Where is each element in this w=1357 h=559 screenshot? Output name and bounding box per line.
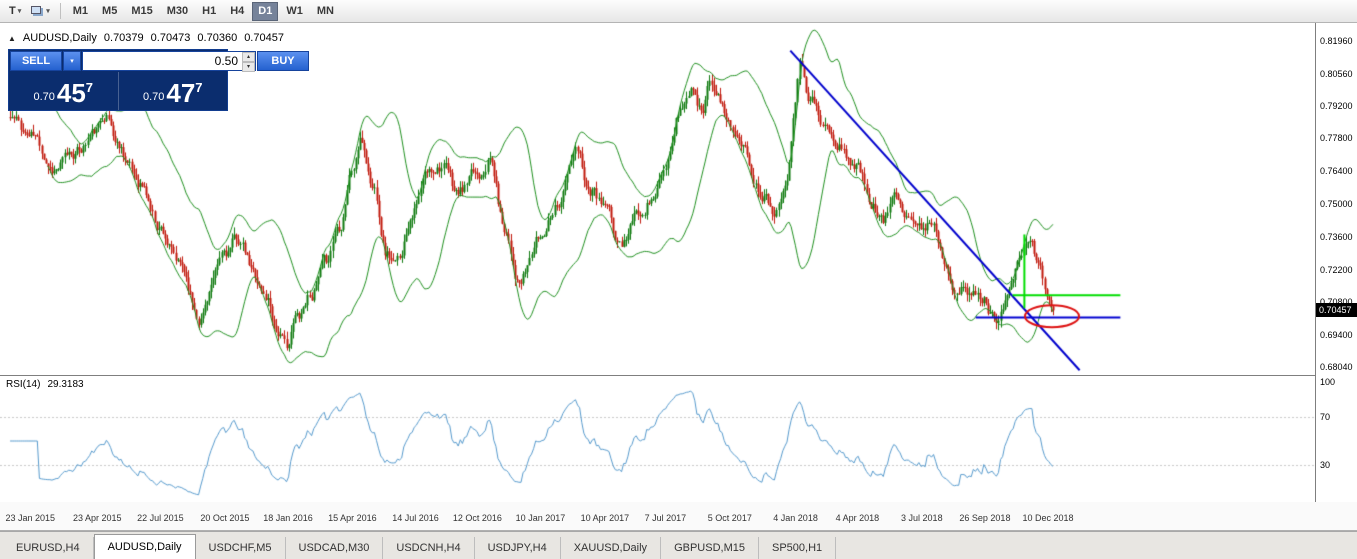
sell-price-button[interactable]: 0.70 45 7 <box>9 72 119 110</box>
price-axis-label: 0.80560 <box>1320 68 1353 79</box>
chart-symbol: AUDUSD,Daily <box>22 32 97 44</box>
collapse-trade-panel-icon[interactable]: ▲ <box>8 33 16 43</box>
timeframe-button-d1[interactable]: D1 <box>252 1 279 21</box>
buy-price-pip: 7 <box>195 80 203 95</box>
templates-button-label: T <box>9 5 16 17</box>
date-axis-label: 7 Jul 2017 <box>644 513 687 523</box>
date-axis-label: 12 Oct 2016 <box>452 513 502 523</box>
price-axis-label: 0.79200 <box>1320 100 1353 111</box>
chart-tab-sp500-h1[interactable]: SP500,H1 <box>759 537 837 559</box>
date-axis-label: 15 Apr 2016 <box>328 513 377 523</box>
one-click-trading-panel: SELL ▾ ▴ ▾ BUY 0.70 45 7 <box>8 49 309 111</box>
timeframe-button-mn[interactable]: MN <box>316 5 334 17</box>
volume-input[interactable] <box>83 52 242 70</box>
timeframe-button-m1[interactable]: M1 <box>72 5 89 17</box>
price-axis: 0.81960 0.80560 0.79200 0.77800 0.76400 … <box>1315 23 1357 502</box>
timeframe-button-m15[interactable]: M15 <box>131 5 153 17</box>
volume-dropdown-button[interactable]: ▾ <box>63 51 81 71</box>
date-axis-label: 26 Sep 2018 <box>959 513 1011 523</box>
chart-title: ▲ AUDUSD,Daily 0.70379 0.70473 0.70360 0… <box>8 32 284 44</box>
layouts-button[interactable]: ▾ <box>26 2 55 21</box>
sell-button[interactable]: SELL <box>10 51 62 71</box>
toolbar-separator <box>59 3 61 19</box>
volume-decrease-button[interactable]: ▾ <box>242 62 255 72</box>
ohlc-open: 0.70379 <box>103 32 144 44</box>
chevron-down-icon: ▾ <box>70 58 74 65</box>
sell-price-prefix: 0.70 <box>33 91 55 103</box>
sell-price-big: 45 <box>56 78 86 108</box>
rsi-indicator-label: RSI(14) 29.3183 <box>6 379 84 390</box>
date-axis-label: 10 Apr 2017 <box>580 513 630 523</box>
chart-tabs-bar: EURUSD,H4 AUDUSD,Daily USDCHF,M5 USDCAD,… <box>0 531 1357 559</box>
price-axis-label: 0.75000 <box>1320 199 1353 209</box>
chevron-down-icon: ▾ <box>17 8 22 15</box>
chart-tab-usdcnh-h4[interactable]: USDCNH,H4 <box>383 537 475 559</box>
buy-price-prefix: 0.70 <box>142 91 165 103</box>
rsi-panel: RSI(14) 29.3183 <box>0 376 1315 502</box>
date-axis-label: 22 Jul 2015 <box>137 513 184 523</box>
price-axis-label: 0.68040 <box>1320 362 1353 372</box>
templates-button[interactable]: T ▾ <box>4 2 26 21</box>
price-axis-label: 0.69400 <box>1320 330 1353 341</box>
ohlc-close: 0.70457 <box>244 32 284 44</box>
date-axis-label: 4 Apr 2018 <box>835 513 880 523</box>
chart-tab-usdjpy-h4[interactable]: USDJPY,H4 <box>475 537 561 559</box>
price-axis-label: 0.76400 <box>1320 166 1353 177</box>
buy-price-button[interactable]: 0.70 47 7 <box>119 72 228 110</box>
price-axis-label: 0.81960 <box>1320 36 1353 46</box>
price-axis-label: 0.77800 <box>1320 133 1353 144</box>
buy-button[interactable]: BUY <box>257 51 309 71</box>
chart-tab-gbpusd-m15[interactable]: GBPUSD,M15 <box>661 537 759 559</box>
date-axis: 23 Jan 2015 23 Apr 2015 22 Jul 2015 20 O… <box>0 502 1357 531</box>
date-axis-label: 10 Dec 2018 <box>1022 513 1074 523</box>
date-axis-label: 20 Oct 2015 <box>200 513 250 523</box>
timeframe-button-w1[interactable]: W1 <box>286 5 303 17</box>
timeframe-button-h4[interactable]: H4 <box>230 5 245 17</box>
sell-price-pip: 7 <box>85 80 94 95</box>
rsi-axis-label: 30 <box>1320 459 1331 470</box>
volume-increase-button[interactable]: ▴ <box>242 52 255 62</box>
chart-tab-audusd-daily[interactable]: AUDUSD,Daily <box>93 534 196 559</box>
date-axis-label: 18 Jan 2016 <box>263 513 313 523</box>
rsi-value: 29.3183 <box>47 379 84 390</box>
chart-tab-usdchf-m5[interactable]: USDCHF,M5 <box>196 537 286 559</box>
panel-divider[interactable] <box>0 375 1357 376</box>
date-axis-label: 3 Jul 2018 <box>901 513 943 523</box>
chart-tab-xauusd-daily[interactable]: XAUUSD,Daily <box>561 537 662 559</box>
timeframe-button-h1[interactable]: H1 <box>202 5 217 17</box>
price-axis-label: 0.72200 <box>1320 264 1353 275</box>
current-price-tag: 0.70457 <box>1316 303 1357 318</box>
rsi-axis-label: 70 <box>1320 412 1331 423</box>
chevron-down-icon: ▾ <box>46 8 50 15</box>
price-axis-label: 0.73600 <box>1320 231 1353 242</box>
date-axis-label: 5 Oct 2017 <box>707 513 752 523</box>
date-axis-label: 23 Apr 2015 <box>73 513 122 523</box>
price-panel: ▲ AUDUSD,Daily 0.70379 0.70473 0.70360 0… <box>0 23 1315 375</box>
rsi-chart-canvas[interactable] <box>0 376 1315 502</box>
volume-stepper: ▴ ▾ <box>242 52 255 72</box>
ohlc-high: 0.70473 <box>150 32 191 44</box>
layers-icon <box>31 6 42 14</box>
ohlc-low: 0.70360 <box>197 32 238 44</box>
trade-prices-row: 0.70 45 7 0.70 47 7 <box>9 72 227 110</box>
date-axis-label: 23 Jan 2015 <box>5 513 56 523</box>
date-axis-label: 10 Jan 2017 <box>515 513 566 523</box>
chart-window: ▲ AUDUSD,Daily 0.70379 0.70473 0.70360 0… <box>0 23 1357 502</box>
chart-tab-usdcad-m30[interactable]: USDCAD,M30 <box>286 537 384 559</box>
timeframe-button-m5[interactable]: M5 <box>102 5 118 17</box>
price-axis-label: 0.70800 <box>1320 297 1353 308</box>
buy-price-big: 47 <box>166 78 196 108</box>
chart-tab-eurusd-h4[interactable]: EURUSD,H4 <box>3 537 94 559</box>
rsi-name: RSI(14) <box>6 379 41 390</box>
timeframe-button-m30[interactable]: M30 <box>166 5 189 17</box>
trade-controls-row: SELL ▾ ▴ ▾ BUY <box>9 50 309 72</box>
top-toolbar: T ▾ ▾ M1 M5 M15 M30 H1 H4 D1 W1 MN <box>0 0 1357 23</box>
volume-box: ▴ ▾ <box>82 51 256 72</box>
rsi-axis-label: 100 <box>1320 377 1336 387</box>
date-axis-label: 4 Jan 2018 <box>773 513 818 523</box>
date-axis-label: 14 Jul 2016 <box>392 513 439 523</box>
